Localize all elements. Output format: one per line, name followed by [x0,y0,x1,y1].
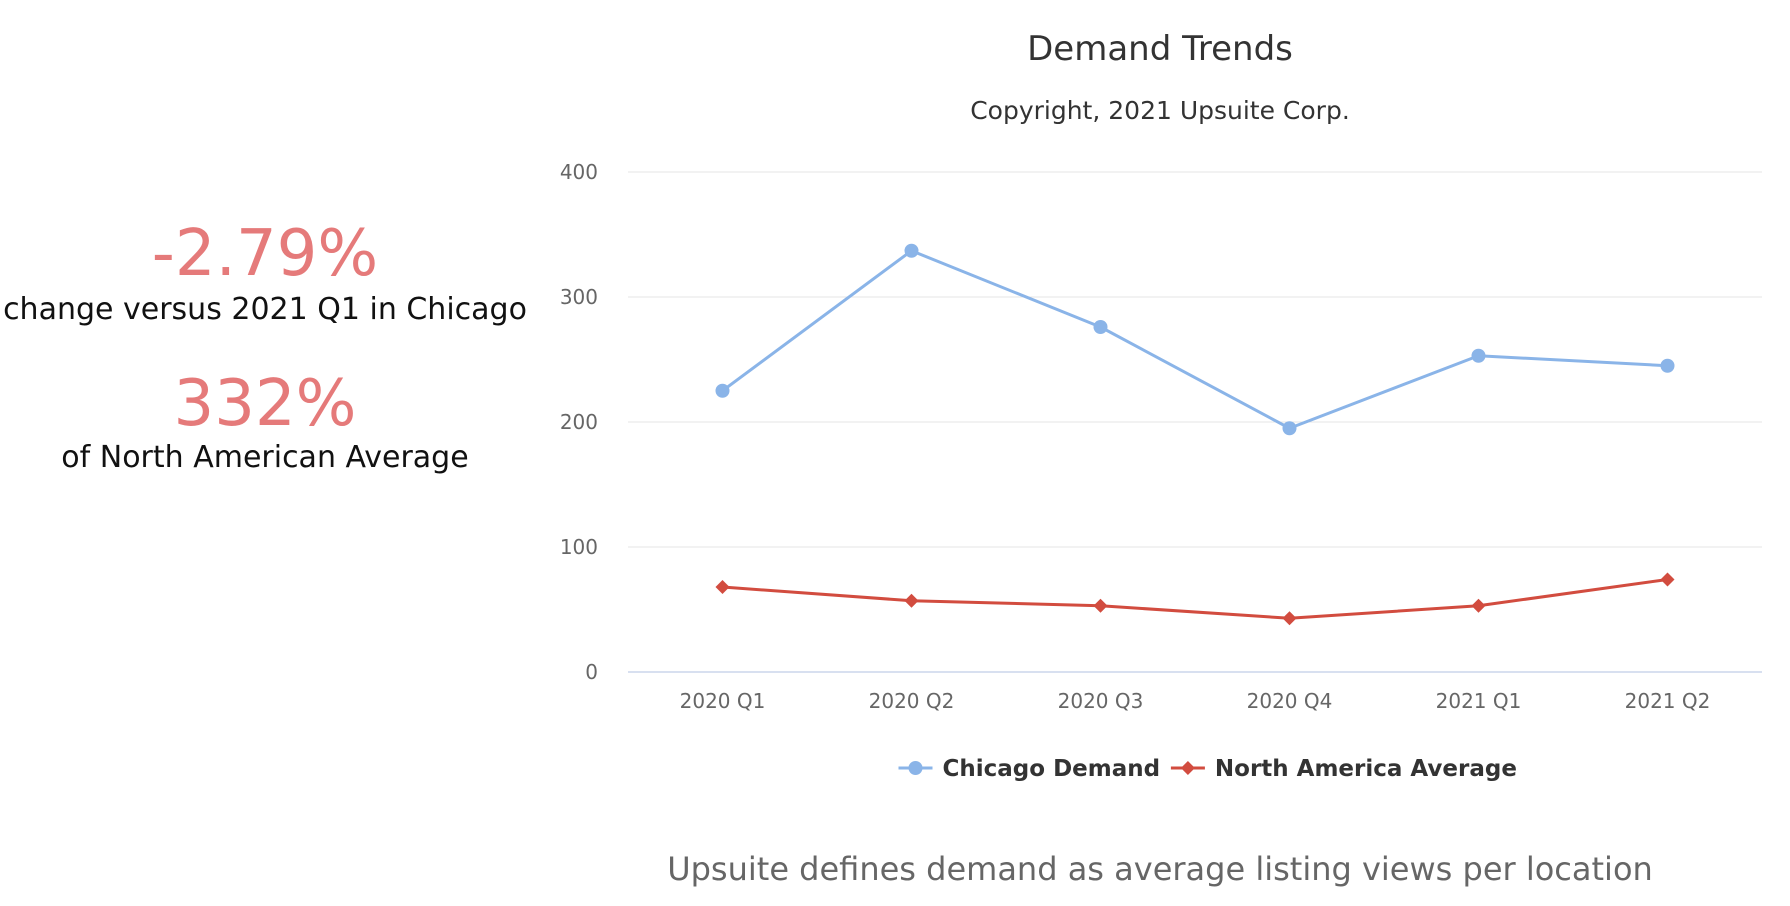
series-line[interactable] [721,578,1669,620]
ratio-percent-value: 332% [173,367,357,441]
chart-subtitle: Copyright, 2021 Upsuite Corp. [970,96,1350,125]
data-point-marker[interactable] [1282,421,1297,436]
data-point-marker[interactable] [1282,611,1297,626]
change-percent-caption: change versus 2021 Q1 in Chicago [3,292,527,327]
footer-note: Upsuite defines demand as average listin… [667,850,1653,888]
legend-label: Chicago Demand [943,756,1161,782]
data-point-marker[interactable] [1660,572,1675,587]
change-percent-value: -2.79% [151,217,379,291]
y-tick-label: 200 [560,410,598,434]
chart-title: Demand Trends [1027,29,1293,69]
grid-layer [628,171,1762,673]
data-point-marker[interactable] [1660,358,1675,373]
series-1 [715,572,1675,626]
legend-item[interactable]: North America Average [1170,756,1517,782]
y-tick-label: 400 [560,160,598,184]
y-tick-label: 0 [585,660,598,684]
data-point-marker[interactable] [1471,598,1486,613]
data-point-marker[interactable] [1471,348,1486,363]
data-point-marker[interactable] [1093,598,1108,613]
legend-label: North America Average [1215,756,1517,782]
x-tick-label: 2020 Q3 [1058,689,1144,713]
data-point-marker[interactable] [1093,320,1108,334]
legend-swatch-marker[interactable] [1180,761,1195,775]
data-point-marker[interactable] [904,243,919,258]
x-tick-label: 2020 Q1 [680,689,766,713]
legend-swatch-marker[interactable] [908,761,923,775]
series-0 [715,243,1675,436]
x-tick-label: 2020 Q4 [1247,689,1333,713]
data-point-marker[interactable] [715,383,730,398]
axis-layer: 0 100 200 300 400 2020 Q1 2020 Q2 2020 Q3 2020 Q… [560,160,1711,713]
y-tick-label: 100 [560,535,598,559]
series-layer [715,243,1675,626]
data-point-marker[interactable] [904,593,919,608]
legend-item[interactable]: Chicago Demand [898,756,1161,782]
series-line[interactable] [721,249,1669,430]
y-tick-label: 300 [560,285,598,309]
x-tick-label: 2020 Q2 [869,689,955,713]
x-tick-label: 2021 Q2 [1625,689,1711,713]
data-point-marker[interactable] [715,580,730,594]
legend[interactable]: Chicago Demand North America Average [898,756,1517,782]
x-tick-label: 2021 Q1 [1436,689,1522,713]
ratio-percent-caption: of North American Average [61,440,469,475]
